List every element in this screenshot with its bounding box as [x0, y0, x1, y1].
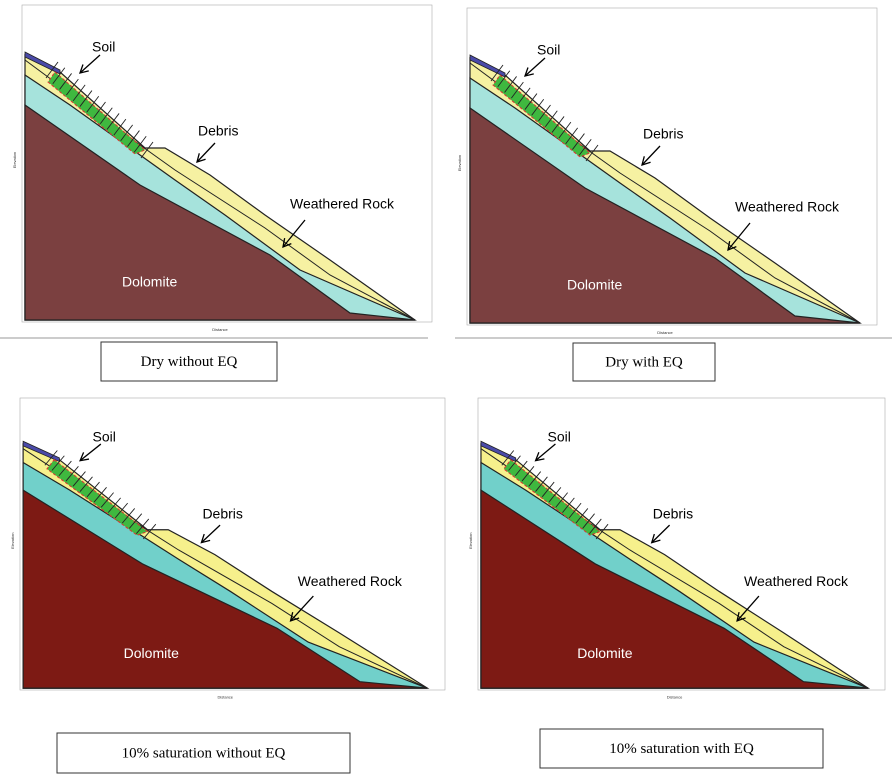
debris-label: Debris [202, 506, 242, 522]
soil-label: Soil [547, 428, 570, 444]
soil-label: Soil [93, 428, 116, 444]
caption: Dry without EQ [141, 354, 238, 370]
x-axis-label: Distance [657, 330, 673, 335]
y-axis-label: Elevation [468, 533, 473, 549]
y-axis-label: Elevation [12, 152, 17, 168]
caption: 10% saturation with EQ [609, 741, 754, 757]
y-axis-label: Elevation [10, 533, 15, 549]
figure: Soil Debris Weathered Rock Dolomite Elevatio… [0, 0, 892, 777]
weathered-rock-label: Weathered Rock [290, 196, 395, 212]
weathered-rock-label: Weathered Rock [298, 573, 403, 589]
debris-label: Debris [643, 126, 683, 142]
dolomite-label: Dolomite [567, 277, 622, 293]
soil-label: Soil [537, 42, 560, 58]
x-axis-label: Distance [667, 694, 683, 699]
dolomite-label: Dolomite [124, 645, 179, 661]
caption: Dry with EQ [605, 354, 683, 370]
x-axis-label: Distance [212, 327, 228, 332]
x-axis-label: Distance [217, 694, 233, 699]
debris-label: Debris [198, 123, 238, 139]
weathered-rock-label: Weathered Rock [744, 573, 849, 589]
weathered-rock-label: Weathered Rock [735, 199, 840, 215]
dolomite-label: Dolomite [577, 645, 632, 661]
y-axis-label: Elevation [457, 155, 462, 171]
caption: 10% saturation without EQ [122, 745, 286, 761]
debris-label: Debris [653, 506, 693, 522]
dolomite-label: Dolomite [122, 274, 177, 290]
soil-label: Soil [92, 39, 115, 55]
